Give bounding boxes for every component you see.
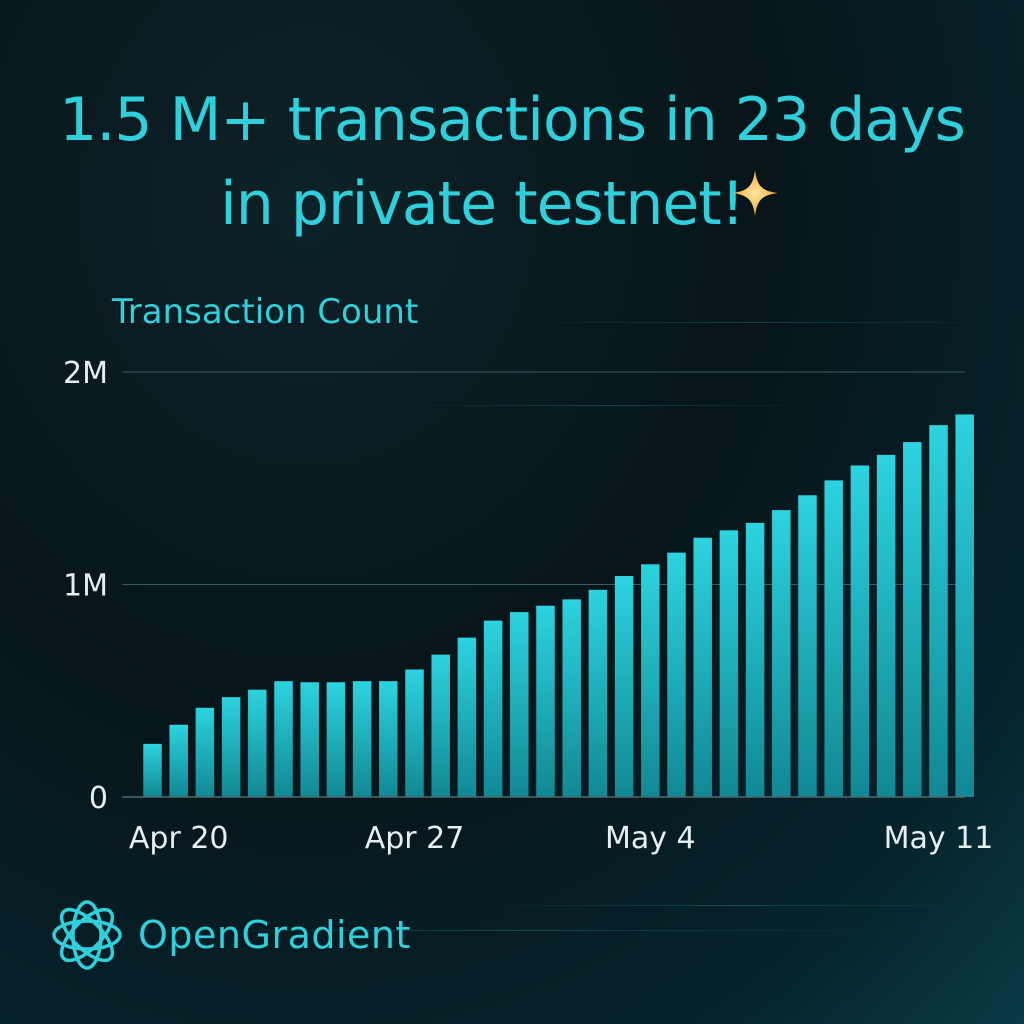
bar	[667, 552, 686, 797]
y-axis-label: Transaction Count	[111, 292, 418, 332]
y-tick-labels: 0 1M 2M	[63, 356, 108, 816]
x-tick-labels: Apr 20 Apr 27 May 4 May 11	[129, 821, 993, 856]
bar	[772, 510, 791, 797]
bar	[719, 530, 739, 797]
bar	[326, 682, 346, 797]
bar	[274, 681, 293, 797]
sparkle-icon	[732, 170, 778, 216]
headline-line-1: 1.5 M+ transactions in 23 days	[59, 85, 966, 155]
y-tick-label: 2M	[63, 356, 108, 391]
bar	[929, 425, 948, 797]
bar	[195, 707, 215, 797]
bar	[405, 669, 424, 797]
bar	[221, 697, 241, 797]
bar	[745, 522, 765, 797]
bar	[143, 743, 162, 797]
brand: OpenGradient	[50, 898, 411, 972]
bar	[510, 612, 529, 797]
x-tick-label: May 4	[605, 821, 696, 856]
bar	[483, 620, 503, 797]
bar	[903, 442, 922, 797]
bar	[300, 682, 319, 797]
bar	[955, 414, 974, 797]
bar	[850, 465, 870, 797]
bars	[143, 414, 974, 797]
bar	[457, 637, 477, 797]
opengradient-logo-icon	[52, 900, 122, 970]
bar	[352, 681, 372, 797]
bar	[641, 564, 660, 797]
headline-line-2: in private testnet!	[220, 169, 745, 239]
bar	[693, 537, 712, 797]
x-tick-label: Apr 27	[365, 821, 465, 856]
bar	[876, 454, 896, 797]
bar	[536, 605, 555, 797]
x-tick-label: May 11	[884, 821, 994, 856]
bar	[588, 589, 608, 797]
x-tick-label: Apr 20	[129, 821, 229, 856]
y-tick-label: 1M	[63, 569, 108, 604]
bar	[431, 654, 450, 797]
bar	[562, 599, 581, 797]
bar	[169, 724, 188, 797]
y-tick-label: 0	[89, 781, 108, 816]
bar	[798, 495, 817, 797]
bar	[379, 681, 398, 797]
bar	[824, 480, 843, 797]
headline: 1.5 M+ transactions in 23 days in privat…	[0, 78, 1024, 246]
brand-name: OpenGradient	[138, 913, 411, 957]
bar	[248, 689, 267, 797]
bar	[614, 576, 634, 797]
